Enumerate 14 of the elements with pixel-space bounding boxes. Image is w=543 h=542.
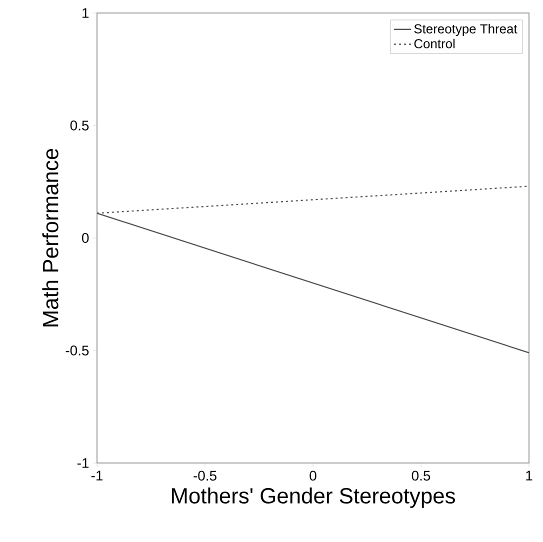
x-axis-title: Mothers' Gender Stereotypes [172, 487, 455, 508]
legend-label: Control [414, 38, 455, 48]
legend-label: Stereotype Threat [414, 24, 518, 36]
y-tick-label: 1 [82, 8, 89, 18]
y-tick-label: -0.5 [66, 346, 89, 356]
y-tick-label: 0 [82, 233, 89, 243]
x-tick-label: 0.5 [412, 470, 430, 481]
y-tick-label: -1 [77, 458, 89, 468]
y-axis-title: Math Performance [42, 148, 58, 326]
x-tick-label: -1 [91, 470, 103, 480]
x-tick-label: 1 [526, 470, 532, 480]
x-tick-label: -0.5 [194, 470, 216, 481]
x-tick-label: 0 [310, 470, 316, 481]
y-tick-label: 0.5 [70, 120, 89, 130]
